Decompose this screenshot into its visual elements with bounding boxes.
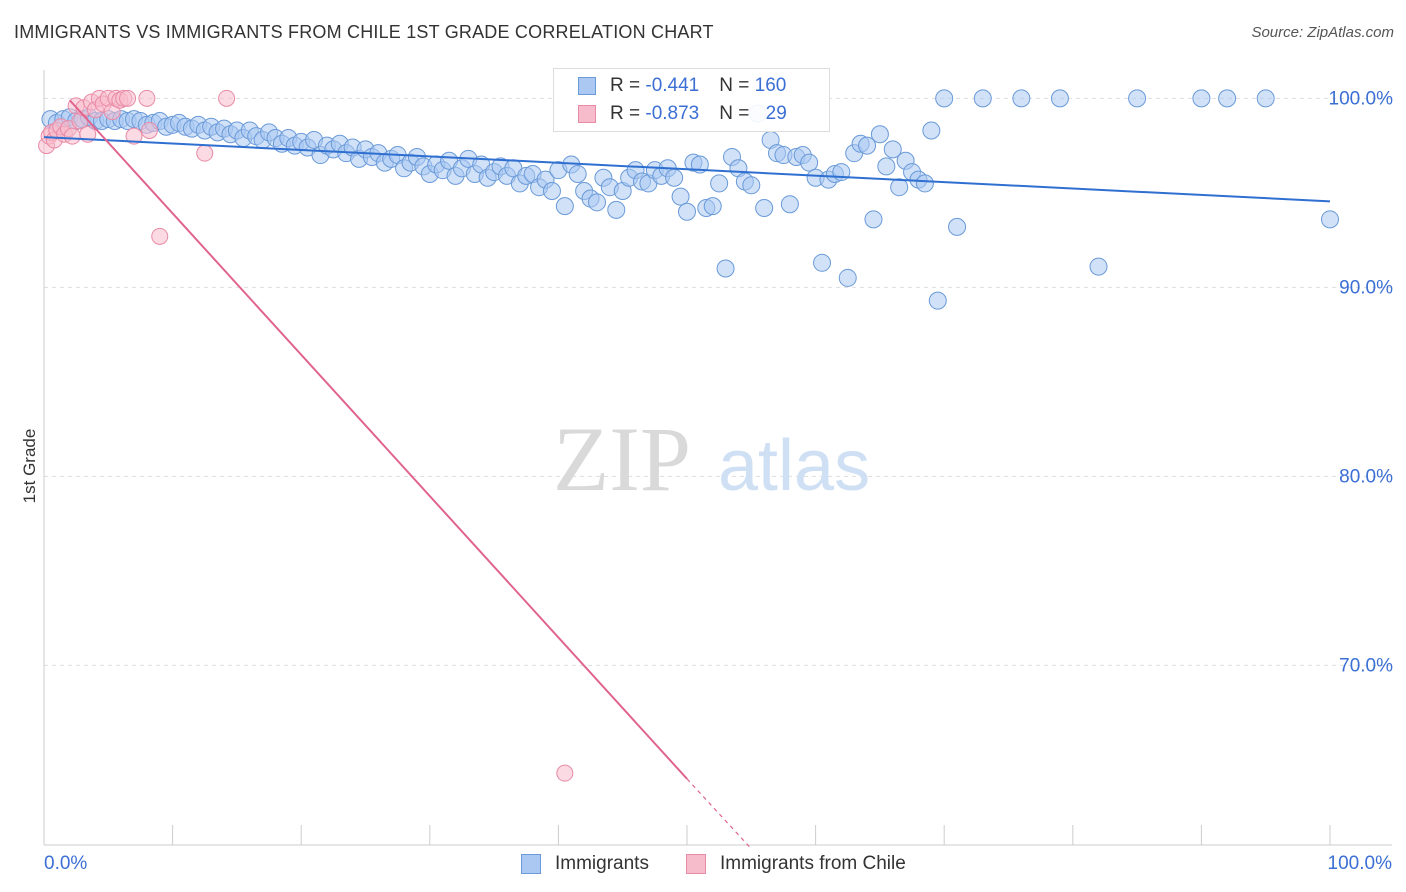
y-tick-label: 70.0% [1339,655,1393,676]
correlation-legend: R = -0.441 N = 160 R = -0.873 N = 29 [553,68,830,132]
n-label: N = [719,103,755,124]
data-point [755,198,774,217]
data-point [1218,89,1237,108]
legend-item-chile[interactable]: Immigrants from Chile [686,853,906,875]
data-point [883,140,902,159]
watermark-zip: ZIP [553,408,691,510]
data-point [119,89,137,107]
data-point [1050,89,1069,108]
legend-item-immigrants[interactable]: Immigrants [521,853,649,875]
n-label: N = [719,75,755,96]
x-tick-label: 100.0% [1328,853,1393,874]
data-point [838,268,857,287]
chile-trend-extension [686,778,752,850]
n-value: 160 [754,75,787,96]
chile-trend-line [68,99,688,780]
data-point [813,253,832,272]
y-tick-label: 100.0% [1329,88,1394,109]
data-point [678,202,696,221]
watermark-atlas: atlas [718,426,870,506]
chart-title: IMMIGRANTS VS IMMIGRANTS FROM CHILE 1ST … [14,22,714,42]
blue-swatch [521,854,541,874]
data-point [63,127,81,145]
y-tick-label: 80.0% [1339,466,1393,487]
series-legend: Immigrants Immigrants from Chile [0,851,1406,879]
data-point [125,127,143,145]
pink-swatch [686,854,706,874]
legend-row-chile: R = -0.873 N = 29 [578,102,787,126]
data-point [703,197,722,216]
data-point [671,187,690,206]
data-point [1128,89,1147,108]
data-point [710,174,729,193]
y-tick-label: 90.0% [1339,277,1393,298]
data-point [928,291,947,310]
r-label: R = [610,75,646,96]
data-point [877,157,896,176]
data-point [138,89,156,107]
data-point [742,176,761,195]
data-point [556,764,574,782]
data-point [935,89,954,108]
data-point [1192,89,1211,108]
data-point [870,125,889,144]
n-value: 29 [765,103,787,124]
data-point [607,200,626,219]
pink-swatch [578,105,596,123]
tick-labels: 100.0% 90.0% 80.0% 70.0% 0.0% 100.0% [44,88,1393,874]
source-credit: Source: ZipAtlas.com [1251,24,1394,41]
data-point [196,144,214,162]
data-point [716,259,735,278]
legend-row-immigrants: R = -0.441 N = 160 [578,74,786,98]
x-tick-label: 0.0% [44,853,87,874]
data-point [587,193,606,212]
data-point [858,136,877,155]
data-point [1321,210,1339,229]
data-point [1012,89,1031,108]
trend-lines [43,99,1331,850]
data-point [568,164,587,183]
immigrants-trend-line [43,136,1331,203]
r-value: -0.441 [645,75,700,96]
data-point [915,174,934,193]
data-point [218,89,236,107]
data-point [1089,257,1108,276]
data-point [922,121,941,140]
data-point [864,210,883,229]
data-point [542,181,561,200]
data-point [555,197,574,216]
immigrants-points [41,89,1339,310]
r-value: -0.873 [645,103,700,124]
chile-points [38,89,574,782]
data-point [1256,89,1275,108]
r-label: R = [610,103,646,124]
data-point [140,121,158,139]
data-point [800,153,819,172]
data-point [948,217,967,236]
legend-label: Immigrants from Chile [720,853,906,874]
data-point [665,168,684,187]
axes [43,70,1392,846]
data-point [780,195,799,214]
blue-swatch [578,77,596,95]
data-point [973,89,992,108]
data-point [151,227,169,245]
legend-label: Immigrants [555,853,649,874]
data-point [890,178,909,197]
